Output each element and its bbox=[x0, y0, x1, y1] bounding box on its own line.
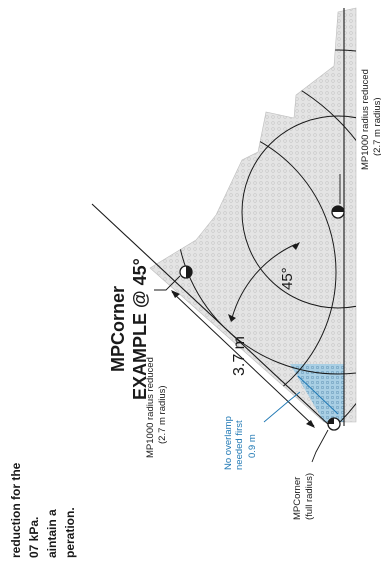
mp1000-right-line2: (2.7 m radius) bbox=[372, 97, 381, 156]
dimension-line-0-9 bbox=[297, 375, 339, 415]
page-text-line3: aintain a bbox=[45, 509, 59, 558]
dimension-line-3-7 bbox=[171, 291, 315, 427]
mp1000-head-left bbox=[179, 265, 193, 279]
mpcorner-label: MPCorner (full radius) bbox=[292, 473, 315, 520]
diagonal-boundary bbox=[91, 203, 331, 427]
page-text-block: reduction for the 07 kPa. aintain a pera… bbox=[9, 462, 77, 558]
overlap-label-line3: 0.9 m bbox=[247, 434, 258, 458]
angle-arc bbox=[231, 243, 297, 319]
diagram-title: MPCorner EXAMPLE @ 45° bbox=[108, 258, 150, 400]
leader-overlap bbox=[263, 391, 301, 423]
mpcorner-line2: (full radius) bbox=[304, 473, 315, 520]
overlap-label-line2: needed first bbox=[234, 420, 245, 470]
mp1000-left-line2: (2.7 m radius) bbox=[157, 385, 168, 444]
mpcorner-head bbox=[327, 417, 341, 431]
mp1000-right-line1: MP1000 radius reduced bbox=[360, 69, 371, 170]
angle-label: 45° bbox=[279, 267, 296, 290]
page-text-line4: peration. bbox=[63, 507, 77, 558]
mpcorner-line1: MPCorner bbox=[292, 477, 303, 520]
dimension-arrow-top bbox=[171, 290, 180, 298]
page-text-line1: reduction for the bbox=[9, 462, 23, 558]
dimension-arrow-bottom bbox=[306, 420, 315, 428]
lawn-area bbox=[149, 7, 357, 423]
leader-mpcorner bbox=[311, 429, 329, 463]
mp1000-left-label: MP1000 radius reduced (2.7 m radius) bbox=[145, 357, 168, 458]
title-line2: EXAMPLE @ 45° bbox=[130, 258, 150, 400]
mp1000-right-label: MP1000 radius reduced (2.7 m radius) bbox=[360, 69, 381, 170]
page-text-line2: 07 kPa. bbox=[27, 517, 41, 558]
leader-mp1000-left bbox=[154, 275, 181, 291]
angle-arrow-end bbox=[292, 242, 300, 250]
mp1000-left-line1: MP1000 radius reduced bbox=[145, 357, 156, 458]
overlap-label: No overlamp needed first 0.9 m bbox=[223, 416, 258, 470]
mp1000-head-right bbox=[331, 205, 345, 219]
angle-arrow-start bbox=[228, 314, 236, 322]
overlap-label-line1: No overlamp bbox=[223, 416, 234, 470]
distance-label: 3.7 m bbox=[231, 336, 248, 376]
title-line1: MPCorner bbox=[108, 286, 128, 372]
